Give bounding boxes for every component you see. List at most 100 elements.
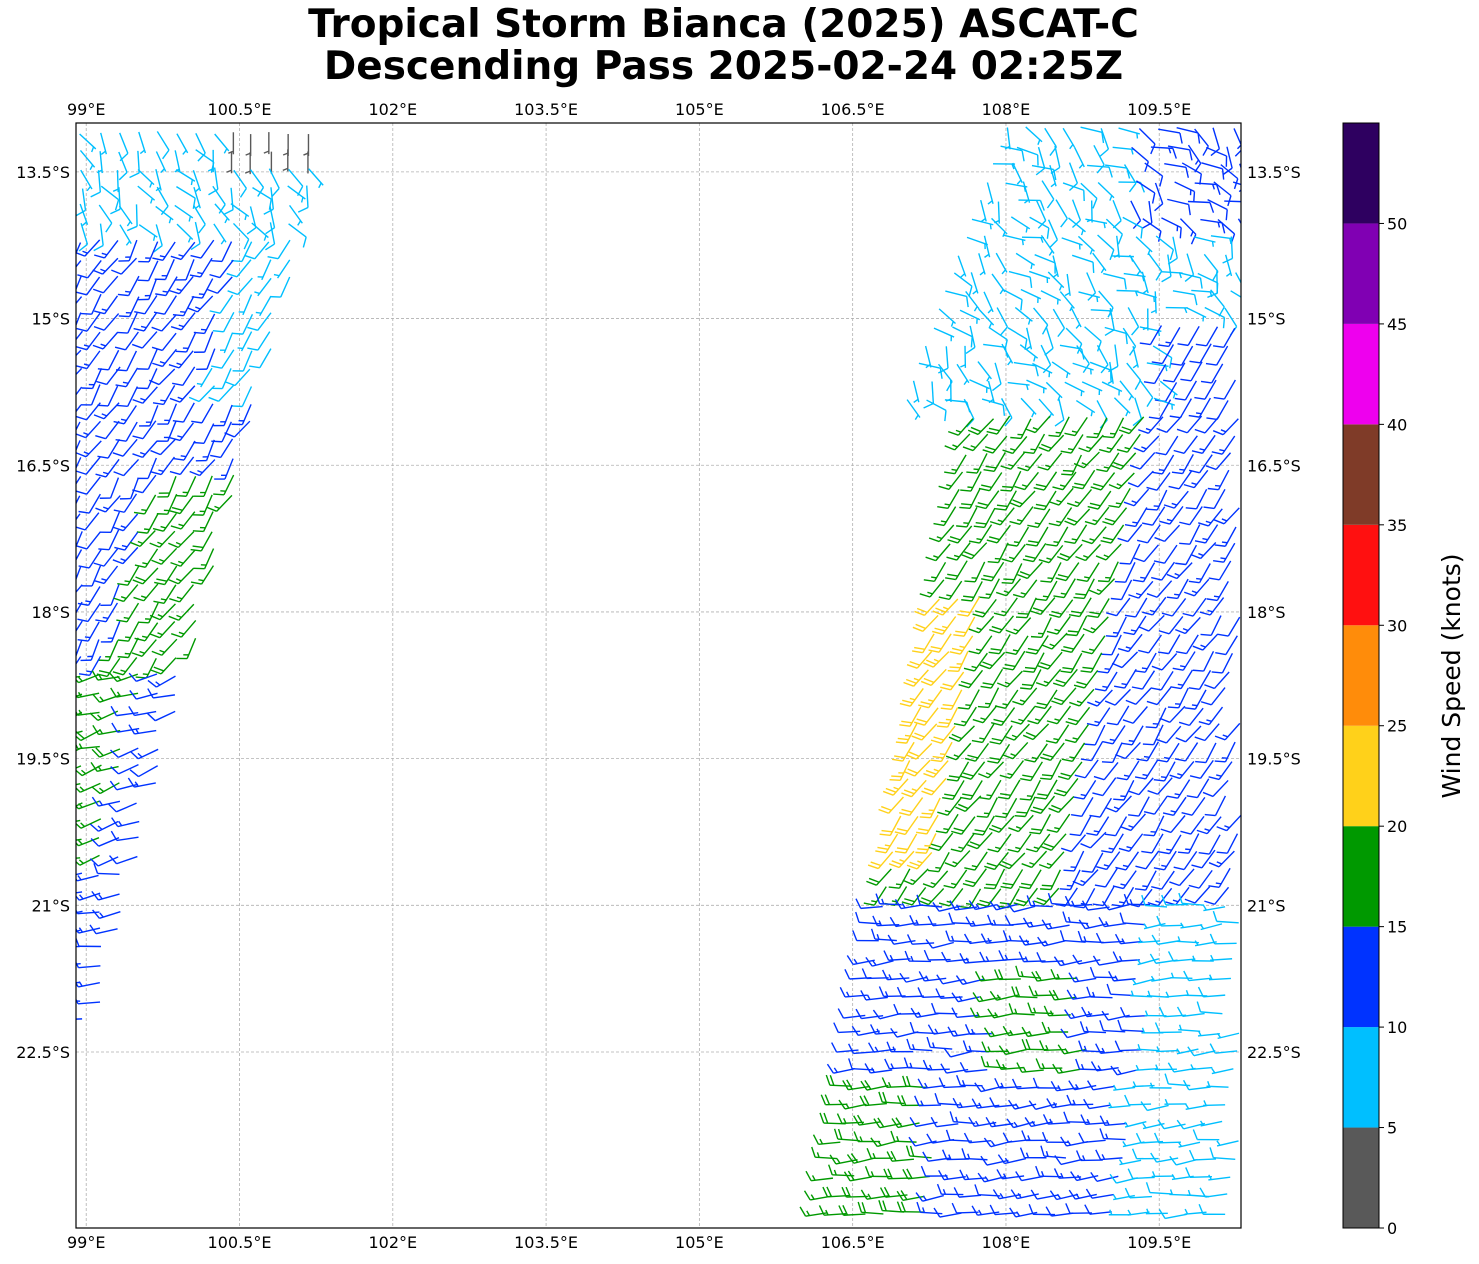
wind-barb	[132, 440, 158, 459]
wind-barb	[1214, 526, 1237, 547]
wind-barb	[805, 1170, 834, 1182]
wind-barb	[1146, 489, 1168, 511]
wind-barb	[1118, 416, 1145, 435]
wind-barb	[132, 474, 157, 494]
wind-barb	[90, 762, 119, 772]
wind-barb	[115, 421, 138, 442]
wind-barb	[915, 833, 937, 854]
wind-barb	[97, 385, 119, 407]
wind-barb	[838, 1099, 867, 1110]
wind-barb	[137, 260, 159, 282]
wind-barb	[930, 1116, 959, 1128]
wind-barb	[100, 584, 120, 607]
wind-barb	[1156, 415, 1183, 433]
wind-barb	[1142, 596, 1167, 616]
wind-barb	[1008, 1003, 1035, 1016]
wind-barb	[171, 619, 197, 638]
wind-barb	[1195, 742, 1217, 764]
wind-barb	[906, 934, 935, 945]
wind-barb	[1153, 850, 1177, 871]
wind-barb	[1002, 650, 1026, 671]
wind-barb	[1052, 471, 1077, 491]
wind-barb	[147, 688, 176, 699]
wind-barb	[1206, 400, 1229, 421]
wind-barb	[149, 621, 176, 639]
wind-barb	[1142, 724, 1164, 746]
wind-barb	[1033, 471, 1058, 491]
wind-barb	[211, 368, 232, 390]
wind-barb	[981, 561, 1005, 582]
wind-barb	[1021, 236, 1044, 243]
wind-barb	[997, 1154, 1027, 1165]
wind-barb	[991, 217, 1008, 238]
wind-barb	[1197, 986, 1226, 998]
wind-barb	[998, 1045, 1028, 1056]
wind-barb	[76, 495, 81, 505]
wind-barb	[996, 670, 1023, 688]
wind-barb	[1008, 814, 1034, 833]
wind-barb	[1202, 905, 1226, 912]
wind-barb	[247, 312, 272, 331]
wind-barb	[918, 689, 943, 709]
wind-barb	[1158, 616, 1184, 635]
wind-barb	[966, 236, 988, 250]
wind-barb	[1081, 852, 1104, 873]
wind-barb	[80, 293, 102, 315]
wind-barb	[76, 1018, 83, 1020]
wind-barb	[956, 1074, 983, 1087]
wind-barb	[139, 405, 159, 427]
wind-barb	[1021, 1130, 1048, 1142]
wind-barb	[1088, 578, 1116, 596]
wind-barb	[1068, 597, 1092, 618]
wind-barb	[857, 1201, 884, 1215]
wind-barb	[1034, 689, 1058, 710]
wind-barb	[1195, 326, 1219, 347]
wind-barb	[1095, 543, 1122, 561]
wind-barb	[916, 894, 943, 908]
wind-barb	[152, 241, 176, 261]
wind-barb	[1014, 306, 1033, 325]
wind-barb	[1207, 469, 1230, 491]
wind-barb	[99, 477, 120, 499]
wind-barb	[1178, 1024, 1201, 1032]
wind-barb	[1141, 833, 1164, 854]
wind-barb	[1184, 689, 1207, 710]
wind-barb	[1072, 869, 1099, 887]
wind-barb	[1146, 990, 1169, 998]
wind-barb	[899, 688, 924, 707]
wind-barb	[961, 581, 983, 602]
wind-barb	[1023, 652, 1045, 673]
wind-barb	[231, 241, 253, 263]
wind-barb	[920, 668, 947, 687]
lat-tick-label-right: 21°S	[1247, 896, 1286, 915]
wind-barb	[964, 561, 986, 583]
wind-barb	[1201, 162, 1225, 180]
wind-barb	[1035, 1058, 1063, 1070]
wind-barb	[1036, 952, 1064, 963]
wind-barb	[100, 132, 108, 156]
lat-tick-label-right: 19.5°S	[1247, 750, 1301, 769]
wind-barb	[118, 151, 128, 181]
wind-barb	[1150, 670, 1174, 691]
wind-barb	[1208, 850, 1235, 868]
wind-barb	[1057, 761, 1083, 781]
map-gridlines	[76, 123, 1241, 1228]
wind-barb	[1103, 272, 1127, 290]
wind-barb	[1169, 398, 1192, 419]
wind-barb	[1048, 796, 1075, 814]
wind-barb	[1064, 1009, 1093, 1020]
wind-barb	[1050, 968, 1078, 980]
wind-barb	[1210, 127, 1221, 157]
wind-barb	[1214, 722, 1241, 741]
wind-barb	[76, 693, 83, 698]
wind-barb	[1072, 469, 1096, 490]
wind-barb	[1154, 1064, 1177, 1071]
wind-barb	[231, 404, 252, 426]
wind-barb	[1010, 1189, 1039, 1200]
wind-barb	[1224, 254, 1233, 277]
wind-barb	[79, 150, 96, 171]
wind-barb	[965, 325, 976, 355]
wind-barb	[117, 621, 140, 642]
wind-barb	[1111, 651, 1139, 669]
wind-barb	[1147, 777, 1173, 795]
